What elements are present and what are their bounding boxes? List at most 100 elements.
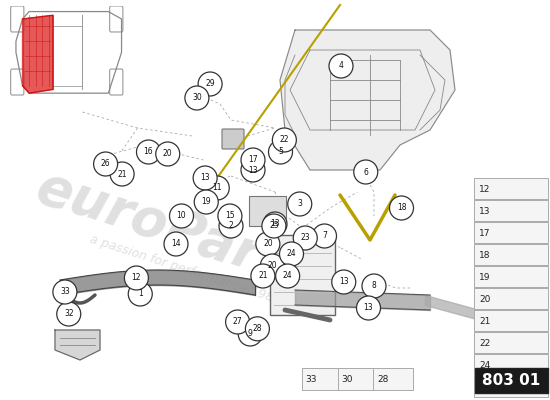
Text: 30: 30 — [342, 374, 353, 384]
FancyBboxPatch shape — [302, 368, 342, 390]
Text: 3: 3 — [298, 200, 302, 208]
Text: 32: 32 — [64, 310, 74, 318]
Text: 5: 5 — [278, 148, 283, 156]
Text: 14: 14 — [171, 240, 181, 248]
Circle shape — [268, 140, 293, 164]
Text: 13: 13 — [248, 166, 258, 174]
Circle shape — [193, 166, 217, 190]
FancyBboxPatch shape — [474, 376, 548, 397]
Text: 13: 13 — [200, 174, 210, 182]
Text: 4: 4 — [339, 62, 343, 70]
Circle shape — [293, 226, 317, 250]
Circle shape — [53, 280, 77, 304]
Text: 19: 19 — [479, 272, 491, 282]
FancyBboxPatch shape — [474, 310, 548, 331]
Text: 2: 2 — [229, 222, 233, 230]
FancyBboxPatch shape — [474, 354, 548, 375]
FancyBboxPatch shape — [373, 368, 413, 390]
Circle shape — [164, 232, 188, 256]
Text: 18: 18 — [397, 204, 406, 212]
Circle shape — [241, 158, 265, 182]
FancyBboxPatch shape — [474, 178, 548, 199]
Text: 28: 28 — [377, 374, 389, 384]
Text: 22: 22 — [279, 136, 289, 144]
Text: 15: 15 — [225, 212, 235, 220]
Text: 18: 18 — [479, 250, 491, 260]
Text: 30: 30 — [192, 94, 202, 102]
Text: a passion for performance 1985: a passion for performance 1985 — [87, 233, 282, 307]
FancyBboxPatch shape — [222, 129, 244, 149]
Circle shape — [272, 128, 296, 152]
Text: 16: 16 — [144, 148, 153, 156]
Text: 12: 12 — [131, 274, 141, 282]
Text: 27: 27 — [233, 318, 243, 326]
Text: 17: 17 — [248, 156, 258, 164]
Text: 24: 24 — [287, 250, 296, 258]
Text: 23: 23 — [300, 234, 310, 242]
Text: 22: 22 — [479, 338, 490, 348]
Text: 8: 8 — [372, 282, 376, 290]
Circle shape — [256, 232, 280, 256]
Text: 803 01: 803 01 — [482, 373, 541, 388]
Circle shape — [356, 296, 381, 320]
Circle shape — [169, 204, 194, 228]
Circle shape — [226, 310, 250, 334]
Circle shape — [251, 264, 275, 288]
Circle shape — [124, 266, 148, 290]
Circle shape — [312, 224, 337, 248]
Circle shape — [219, 214, 243, 238]
Text: 6: 6 — [364, 168, 368, 176]
Circle shape — [260, 254, 284, 278]
FancyBboxPatch shape — [338, 368, 377, 390]
Circle shape — [329, 54, 353, 78]
Circle shape — [238, 322, 262, 346]
Circle shape — [245, 317, 270, 341]
Polygon shape — [23, 15, 53, 93]
Text: 20: 20 — [263, 240, 273, 248]
Text: 13: 13 — [339, 278, 349, 286]
Text: 25: 25 — [269, 222, 279, 230]
Polygon shape — [55, 330, 100, 360]
FancyBboxPatch shape — [474, 200, 548, 221]
Circle shape — [205, 176, 229, 200]
Text: 9: 9 — [248, 330, 252, 338]
Circle shape — [276, 264, 300, 288]
Text: 20: 20 — [163, 150, 173, 158]
Text: 21: 21 — [479, 316, 491, 326]
Text: 20: 20 — [479, 294, 491, 304]
Circle shape — [389, 196, 414, 220]
Text: 21: 21 — [117, 170, 127, 178]
Text: 19: 19 — [201, 198, 211, 206]
Text: 24: 24 — [283, 272, 293, 280]
FancyBboxPatch shape — [249, 196, 286, 226]
Text: 24: 24 — [479, 360, 490, 370]
Circle shape — [110, 162, 134, 186]
FancyBboxPatch shape — [270, 235, 335, 315]
Circle shape — [198, 72, 222, 96]
FancyBboxPatch shape — [474, 288, 548, 309]
Text: 11: 11 — [212, 184, 222, 192]
Text: 33: 33 — [306, 374, 317, 384]
Circle shape — [288, 192, 312, 216]
Text: 21: 21 — [258, 272, 268, 280]
FancyBboxPatch shape — [474, 244, 548, 265]
Text: 29: 29 — [205, 80, 215, 88]
Circle shape — [136, 140, 161, 164]
Text: 17: 17 — [479, 228, 491, 238]
Text: 26: 26 — [101, 160, 111, 168]
Text: 25: 25 — [479, 382, 491, 392]
Text: 28: 28 — [252, 324, 262, 333]
Circle shape — [156, 142, 180, 166]
Text: 13: 13 — [270, 220, 280, 228]
Text: 12: 12 — [479, 184, 491, 194]
FancyBboxPatch shape — [474, 266, 548, 287]
Circle shape — [354, 160, 378, 184]
Circle shape — [241, 148, 265, 172]
Circle shape — [128, 282, 152, 306]
FancyBboxPatch shape — [474, 332, 548, 353]
Circle shape — [185, 86, 209, 110]
Circle shape — [332, 270, 356, 294]
Text: 10: 10 — [177, 212, 186, 220]
Text: 13: 13 — [364, 304, 373, 312]
Text: 20: 20 — [267, 262, 277, 270]
